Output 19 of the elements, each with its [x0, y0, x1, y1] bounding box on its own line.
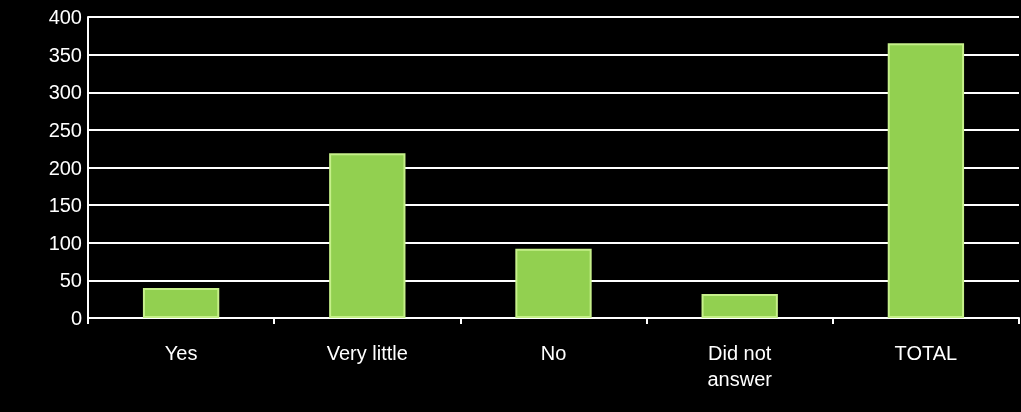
- y-tick-label: 100: [48, 231, 82, 254]
- y-tick-label: 350: [48, 43, 82, 66]
- x-tick-label: No: [540, 342, 567, 364]
- x-tick-label: Yes: [164, 342, 198, 364]
- x-tick-label: Did not answer: [707, 342, 773, 390]
- bar: [515, 248, 592, 318]
- bar: [701, 293, 778, 318]
- y-tick-label: 250: [48, 118, 82, 141]
- x-tick-label: TOTAL: [894, 342, 958, 364]
- x-tick-label: Very little: [326, 342, 408, 364]
- y-tick-label: 150: [48, 194, 82, 217]
- y-tick-label: 50: [59, 269, 82, 292]
- y-tick-label: 0: [70, 307, 82, 329]
- y-tick-label: 400: [48, 6, 82, 28]
- y-tick-label: 200: [48, 156, 82, 179]
- y-tick-label: 300: [48, 81, 82, 104]
- bar: [329, 153, 406, 318]
- bar: [887, 43, 965, 318]
- bar: [142, 287, 220, 318]
